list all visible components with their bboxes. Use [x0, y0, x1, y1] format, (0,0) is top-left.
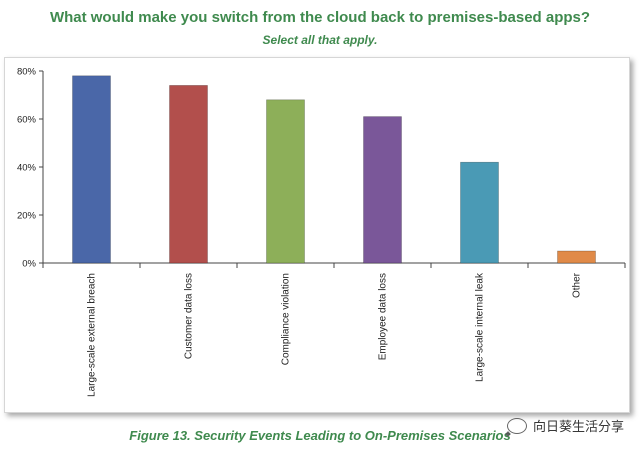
y-tick-label: 20% [17, 211, 37, 222]
bar-1 [72, 75, 111, 264]
chart-subtitle: Select all that apply. [262, 33, 378, 47]
bar-5 [460, 161, 499, 264]
y-tick-label: 80% [17, 67, 37, 78]
figure-caption: Figure 13. Security Events Leading to On… [129, 428, 511, 443]
chart-title: What would make you switch from the clou… [49, 9, 591, 26]
bar-2 [169, 85, 208, 264]
x-tick-label: Large-scale internal leak [475, 272, 486, 382]
x-tick-label: Customer data loss [184, 273, 195, 359]
chart-panel: 0% 20% 40% 60% 80% Large-scale external breac… [4, 57, 630, 413]
chat-bubble-icon [506, 417, 527, 434]
x-tick-label: Other [572, 272, 583, 298]
x-tick-label: Large-scale external breach [87, 273, 98, 397]
y-tick-label: 60% [17, 115, 37, 126]
watermark: 向日葵生活分享 [506, 416, 624, 435]
bar-chart: 0% 20% 40% 60% 80% Large-scale external breac… [17, 67, 626, 397]
bar-3 [266, 99, 305, 264]
y-tick-label: 0% [22, 259, 36, 270]
x-tick-label: Employee data loss [378, 273, 389, 360]
y-tick-label: 40% [17, 163, 37, 174]
bar-4 [363, 116, 402, 264]
watermark-text: 向日葵生活分享 [532, 419, 624, 434]
x-tick-label: Compliance violation [281, 273, 292, 365]
bar-6 [557, 250, 596, 264]
